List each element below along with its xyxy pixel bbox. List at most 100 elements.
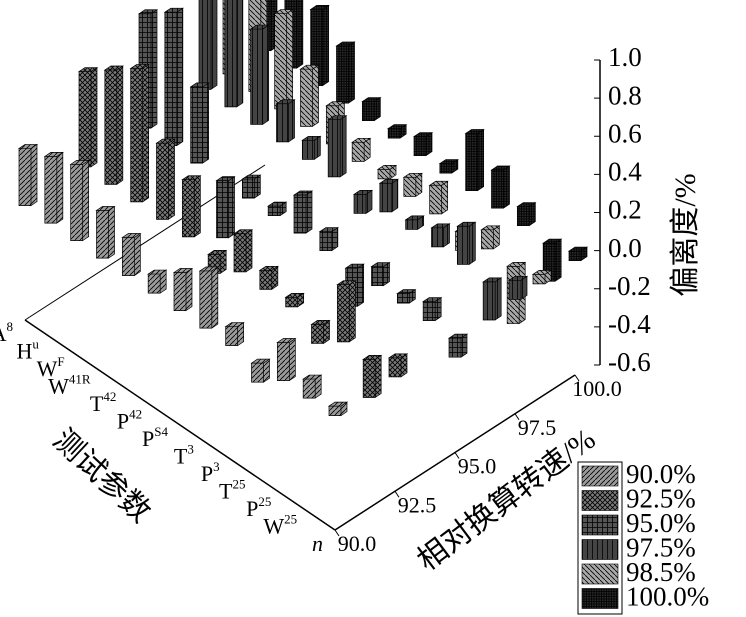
param-label: P42: [117, 406, 142, 433]
param-symbol: A: [0, 321, 7, 346]
bar: [299, 64, 320, 128]
bar: [336, 280, 357, 343]
param-symbol: P: [201, 461, 213, 486]
bar: [430, 223, 451, 248]
bar: [276, 337, 297, 382]
legend-label: 97.5%: [626, 533, 696, 563]
param-sub: 42: [129, 406, 142, 421]
x-tick-label: 100.0: [572, 376, 622, 401]
bar: [284, 292, 305, 308]
bar: [95, 205, 116, 259]
bar: [250, 358, 271, 383]
param-label: Hu: [16, 336, 39, 363]
bar: [198, 266, 219, 329]
param-symbol: H: [16, 339, 32, 364]
legend-swatch: [581, 588, 619, 609]
param-axis: [24, 319, 336, 531]
bar: [302, 374, 323, 399]
y-tick-label: 0.8: [608, 80, 642, 110]
y-tick-label: 0.6: [608, 118, 642, 148]
legend-swatch: [581, 539, 619, 560]
bar: [129, 63, 150, 203]
param-sub: 25: [258, 494, 271, 509]
legend-swatch: [581, 465, 619, 487]
param-label: P3: [201, 459, 220, 486]
bar: [172, 267, 194, 312]
param-sub: 8: [7, 319, 14, 334]
bar: [516, 201, 537, 227]
bar: [273, 8, 294, 110]
param-label: A8: [0, 319, 13, 346]
bar: [490, 165, 511, 209]
param-symbol: T: [219, 479, 233, 504]
param-sub: 42: [103, 389, 116, 404]
bar: [69, 159, 90, 242]
legend-label: 100.0%: [626, 582, 709, 612]
y-tick-label: -0.4: [608, 309, 651, 339]
y-tick-label: 0.4: [608, 157, 642, 187]
bar: [370, 261, 391, 287]
param-symbol: T: [90, 391, 104, 416]
bar: [241, 174, 262, 199]
legend-swatch: [581, 490, 619, 511]
bar: [103, 65, 124, 186]
param-symbol: P: [246, 496, 258, 521]
param-symbol: P: [117, 409, 129, 434]
bar: [335, 41, 356, 104]
x-tick: [394, 490, 400, 498]
bar: [318, 226, 339, 252]
x-tick: [334, 529, 340, 537]
param-label: T3: [174, 441, 194, 468]
bar: [17, 143, 39, 207]
legend-label: 95.0%: [626, 508, 696, 538]
param-label: P25: [246, 494, 271, 521]
bar: [121, 232, 142, 277]
param-sub: 3: [213, 459, 220, 474]
bar: [567, 246, 589, 262]
bar: [422, 296, 443, 322]
param-symbol: W: [48, 374, 69, 399]
bar: [224, 321, 245, 347]
param-label: PS4: [142, 424, 168, 451]
bar: [224, 0, 244, 108]
bar: [376, 164, 398, 180]
x-tick-label: 90.0: [338, 531, 377, 556]
param-sub: 25: [233, 476, 246, 491]
param-label: W25: [263, 511, 297, 538]
bar: [482, 277, 503, 321]
param-sub: 25: [284, 511, 297, 526]
x-tick: [574, 374, 580, 382]
param-sub: 3: [187, 441, 194, 456]
bar: [447, 333, 469, 358]
y-tick-label: 0.2: [608, 195, 642, 225]
bar: [267, 201, 288, 217]
param-label: n: [312, 531, 323, 556]
bar: [258, 265, 279, 291]
legend-label: 92.5%: [626, 484, 696, 514]
param-sub: 41R: [69, 371, 91, 386]
bar: [428, 180, 449, 215]
bar: [327, 115, 348, 178]
bar: [387, 353, 409, 378]
y-tick-label: 0.0: [608, 233, 642, 263]
x-axis-title: 相对换算转速/%: [411, 423, 601, 578]
param-label: T25: [219, 476, 245, 503]
bar: [387, 123, 408, 139]
param-label: W41R: [48, 371, 91, 398]
bar: [464, 128, 485, 192]
param-sub: F: [57, 354, 64, 369]
bar: [181, 175, 202, 238]
y-tick-label: 1.0: [608, 42, 642, 72]
bar: [77, 66, 99, 168]
x-tick: [514, 413, 520, 421]
bar: [412, 131, 434, 157]
bar: [456, 221, 477, 266]
bar: [232, 229, 254, 273]
bar: [351, 137, 372, 163]
param-symbol: n: [312, 531, 323, 556]
param-symbol: P: [142, 426, 154, 451]
bar: [327, 401, 349, 417]
x-tick-label: 95.0: [458, 454, 497, 479]
bar: [404, 215, 425, 231]
